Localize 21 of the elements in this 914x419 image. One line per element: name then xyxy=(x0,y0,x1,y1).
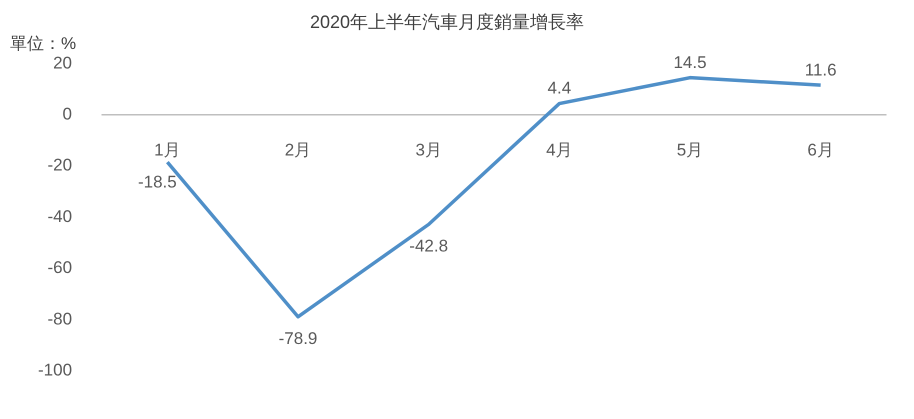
y-tick-label: 20 xyxy=(53,53,72,72)
y-axis-title: 單位：% xyxy=(10,34,76,54)
y-tick-label: 0 xyxy=(62,104,72,124)
data-label: 14.5 xyxy=(673,52,707,72)
data-label: -78.9 xyxy=(278,328,318,348)
x-tick-label: 5月 xyxy=(676,140,704,160)
y-tick-label: -80 xyxy=(47,309,72,328)
y-tick-label: -40 xyxy=(47,206,72,226)
x-tick-label: 3月 xyxy=(415,140,442,160)
x-tick-label: 1月 xyxy=(154,140,181,160)
data-label: 4.4 xyxy=(548,78,572,98)
y-tick-label: -20 xyxy=(47,156,72,175)
data-label: -42.8 xyxy=(409,236,448,256)
data-label: 11.6 xyxy=(804,60,837,80)
chart-title: 2020年上半年汽車月度銷量增長率 xyxy=(310,12,584,32)
y-tick-label: -60 xyxy=(47,258,72,278)
data-label: -18.5 xyxy=(138,172,177,192)
x-tick-label: 4月 xyxy=(546,140,573,160)
y-tick-label: -100 xyxy=(38,360,72,380)
x-tick-label: 2月 xyxy=(284,140,312,160)
x-tick-label: 6月 xyxy=(807,140,834,160)
